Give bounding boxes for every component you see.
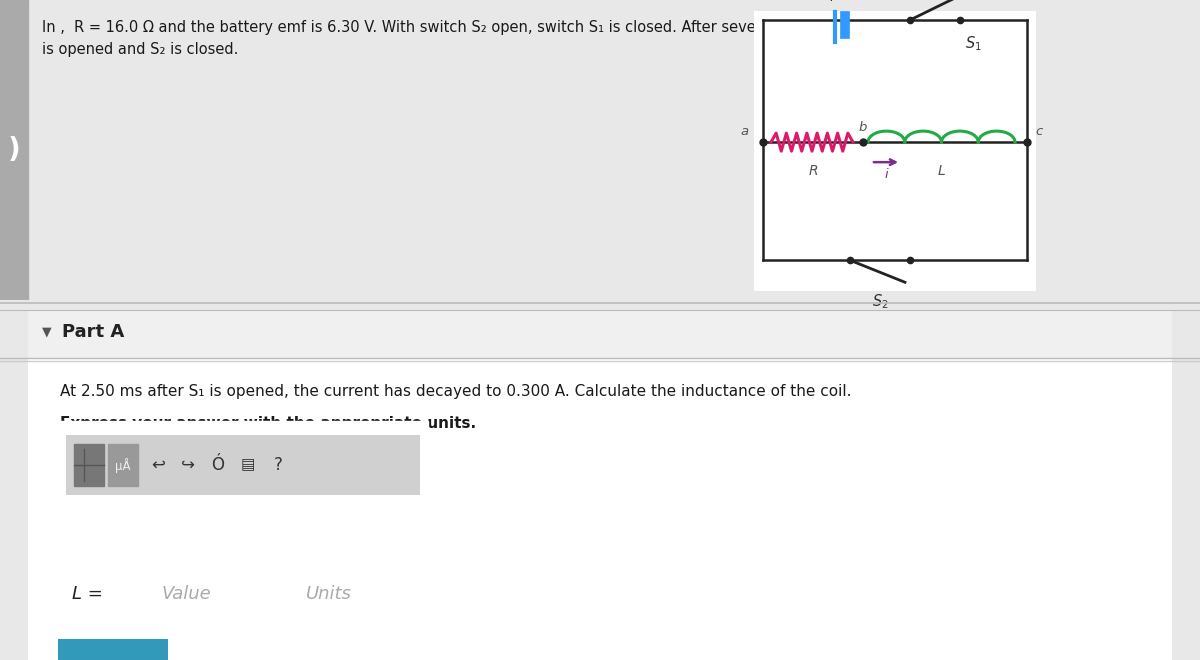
Text: ): ) [7,136,20,164]
Bar [0,0,28,300]
Bar [28,310,1172,358]
Text: L: L [937,164,946,178]
Text: Part A: Part A [62,323,125,341]
Text: ▼: ▼ [42,325,52,338]
Text: ↪: ↪ [181,456,194,474]
Bar [108,444,138,486]
Text: Ó: Ó [211,456,224,474]
Text: R: R [808,164,818,178]
Text: $S_2$: $S_2$ [871,292,888,311]
Text: At 2.50 ms after S₁ is opened, the current has decayed to 0.300 A. Calculate the: At 2.50 ms after S₁ is opened, the curre… [60,384,852,399]
Text: ?: ? [274,456,282,474]
Bar [58,421,428,639]
Text: is opened and S₂ is closed.: is opened and S₂ is closed. [42,42,239,57]
Text: Express your answer with the appropriate units.: Express your answer with the appropriate… [60,416,476,432]
Text: i: i [884,168,888,181]
Text: In ,  R = 16.0 Ω and the battery emf is 6.30 V. With switch S₂ open, switch S₁ i: In , R = 16.0 Ω and the battery emf is 6… [42,20,864,35]
Bar [58,639,168,660]
Bar [265,565,394,623]
Text: Value: Value [161,585,211,603]
Bar [755,12,1034,290]
Text: μÅ: μÅ [115,457,131,473]
Text: +: + [824,0,838,4]
Text: Units: Units [306,585,352,603]
Text: ▤: ▤ [241,457,256,473]
Bar [66,435,420,495]
Text: L =: L = [72,585,103,603]
Text: ↩: ↩ [151,456,164,474]
Bar [74,444,104,486]
Text: $S_1$: $S_1$ [965,34,982,53]
Text: a: a [740,125,749,138]
Text: b: b [859,121,868,134]
Bar [112,565,260,623]
Text: c: c [1034,125,1043,138]
